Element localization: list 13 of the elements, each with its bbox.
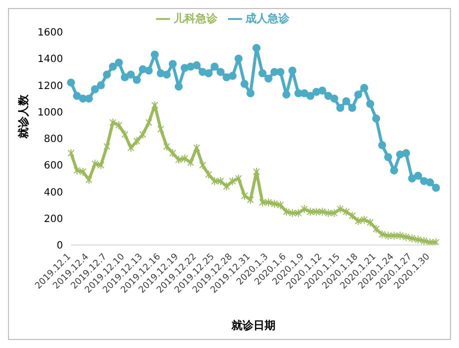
y-tick-label: 600 [44,160,63,172]
y-tick-label: 1400 [38,54,63,66]
y-axis-title: 就诊人数 [16,94,30,140]
x-axis-title: 就诊日期 [230,319,276,332]
y-tick-label: 200 [44,214,63,225]
y-tick-label: 800 [44,134,63,146]
y-tick-label: 0 [56,240,63,252]
legend-label: 儿科急诊 [174,12,218,25]
y-tick-label: 1000 [38,107,63,118]
y-tick-label: 1600 [38,28,63,39]
legend-label: 成人急诊 [246,12,290,25]
y-tick-label: 1200 [38,80,63,92]
y-tick-label: 400 [44,187,63,198]
